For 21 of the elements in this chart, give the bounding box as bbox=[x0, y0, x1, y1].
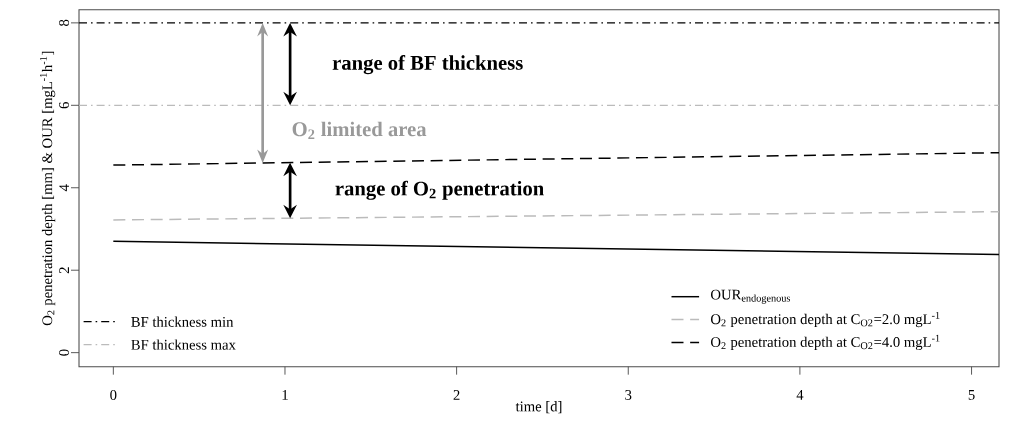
annotation: O$_{2}$ limited area bbox=[292, 121, 427, 139]
x-tick-label: 4 bbox=[796, 390, 804, 400]
y-tick-label: 2 bbox=[59, 267, 69, 274]
y-tick-label: 4 bbox=[59, 184, 69, 192]
x-tick-label: 3 bbox=[625, 390, 632, 400]
legend-label: $\mathrm{OUR}_{\mathrm{endogenous}}$ bbox=[711, 289, 791, 304]
x-tick-label: 5 bbox=[968, 390, 975, 400]
y-tick-label: 6 bbox=[59, 102, 69, 109]
x-tick-label: 1 bbox=[282, 390, 288, 400]
x-tick-label: 2 bbox=[453, 390, 460, 400]
y-axis-title: O$_{2}$ penetration depth [mm] & OUR [mgL$^{-1}$h$^{-1}$] bbox=[40, 51, 56, 326]
x-axis-title: time [d] bbox=[515, 401, 562, 414]
x-tick-label: 0 bbox=[110, 390, 117, 400]
y-tick-label: 0 bbox=[59, 349, 69, 356]
annotation: range of O$_{2}$ penetration bbox=[335, 180, 544, 200]
legend-label: BF thickness max bbox=[131, 339, 236, 350]
legend-label: O$_{2}$ penetration depth at C$_{O2}$=4.0 mgL$^{-1}$ bbox=[711, 334, 940, 351]
legend-label: BF thickness min bbox=[131, 316, 234, 327]
annotation: range of BF thickness bbox=[332, 55, 523, 75]
y-tick-label: 8 bbox=[59, 19, 69, 26]
legend-label: O$_{2}$ penetration depth at C$_{O2}$=2.0 mgL$^{-1}$ bbox=[711, 311, 940, 328]
